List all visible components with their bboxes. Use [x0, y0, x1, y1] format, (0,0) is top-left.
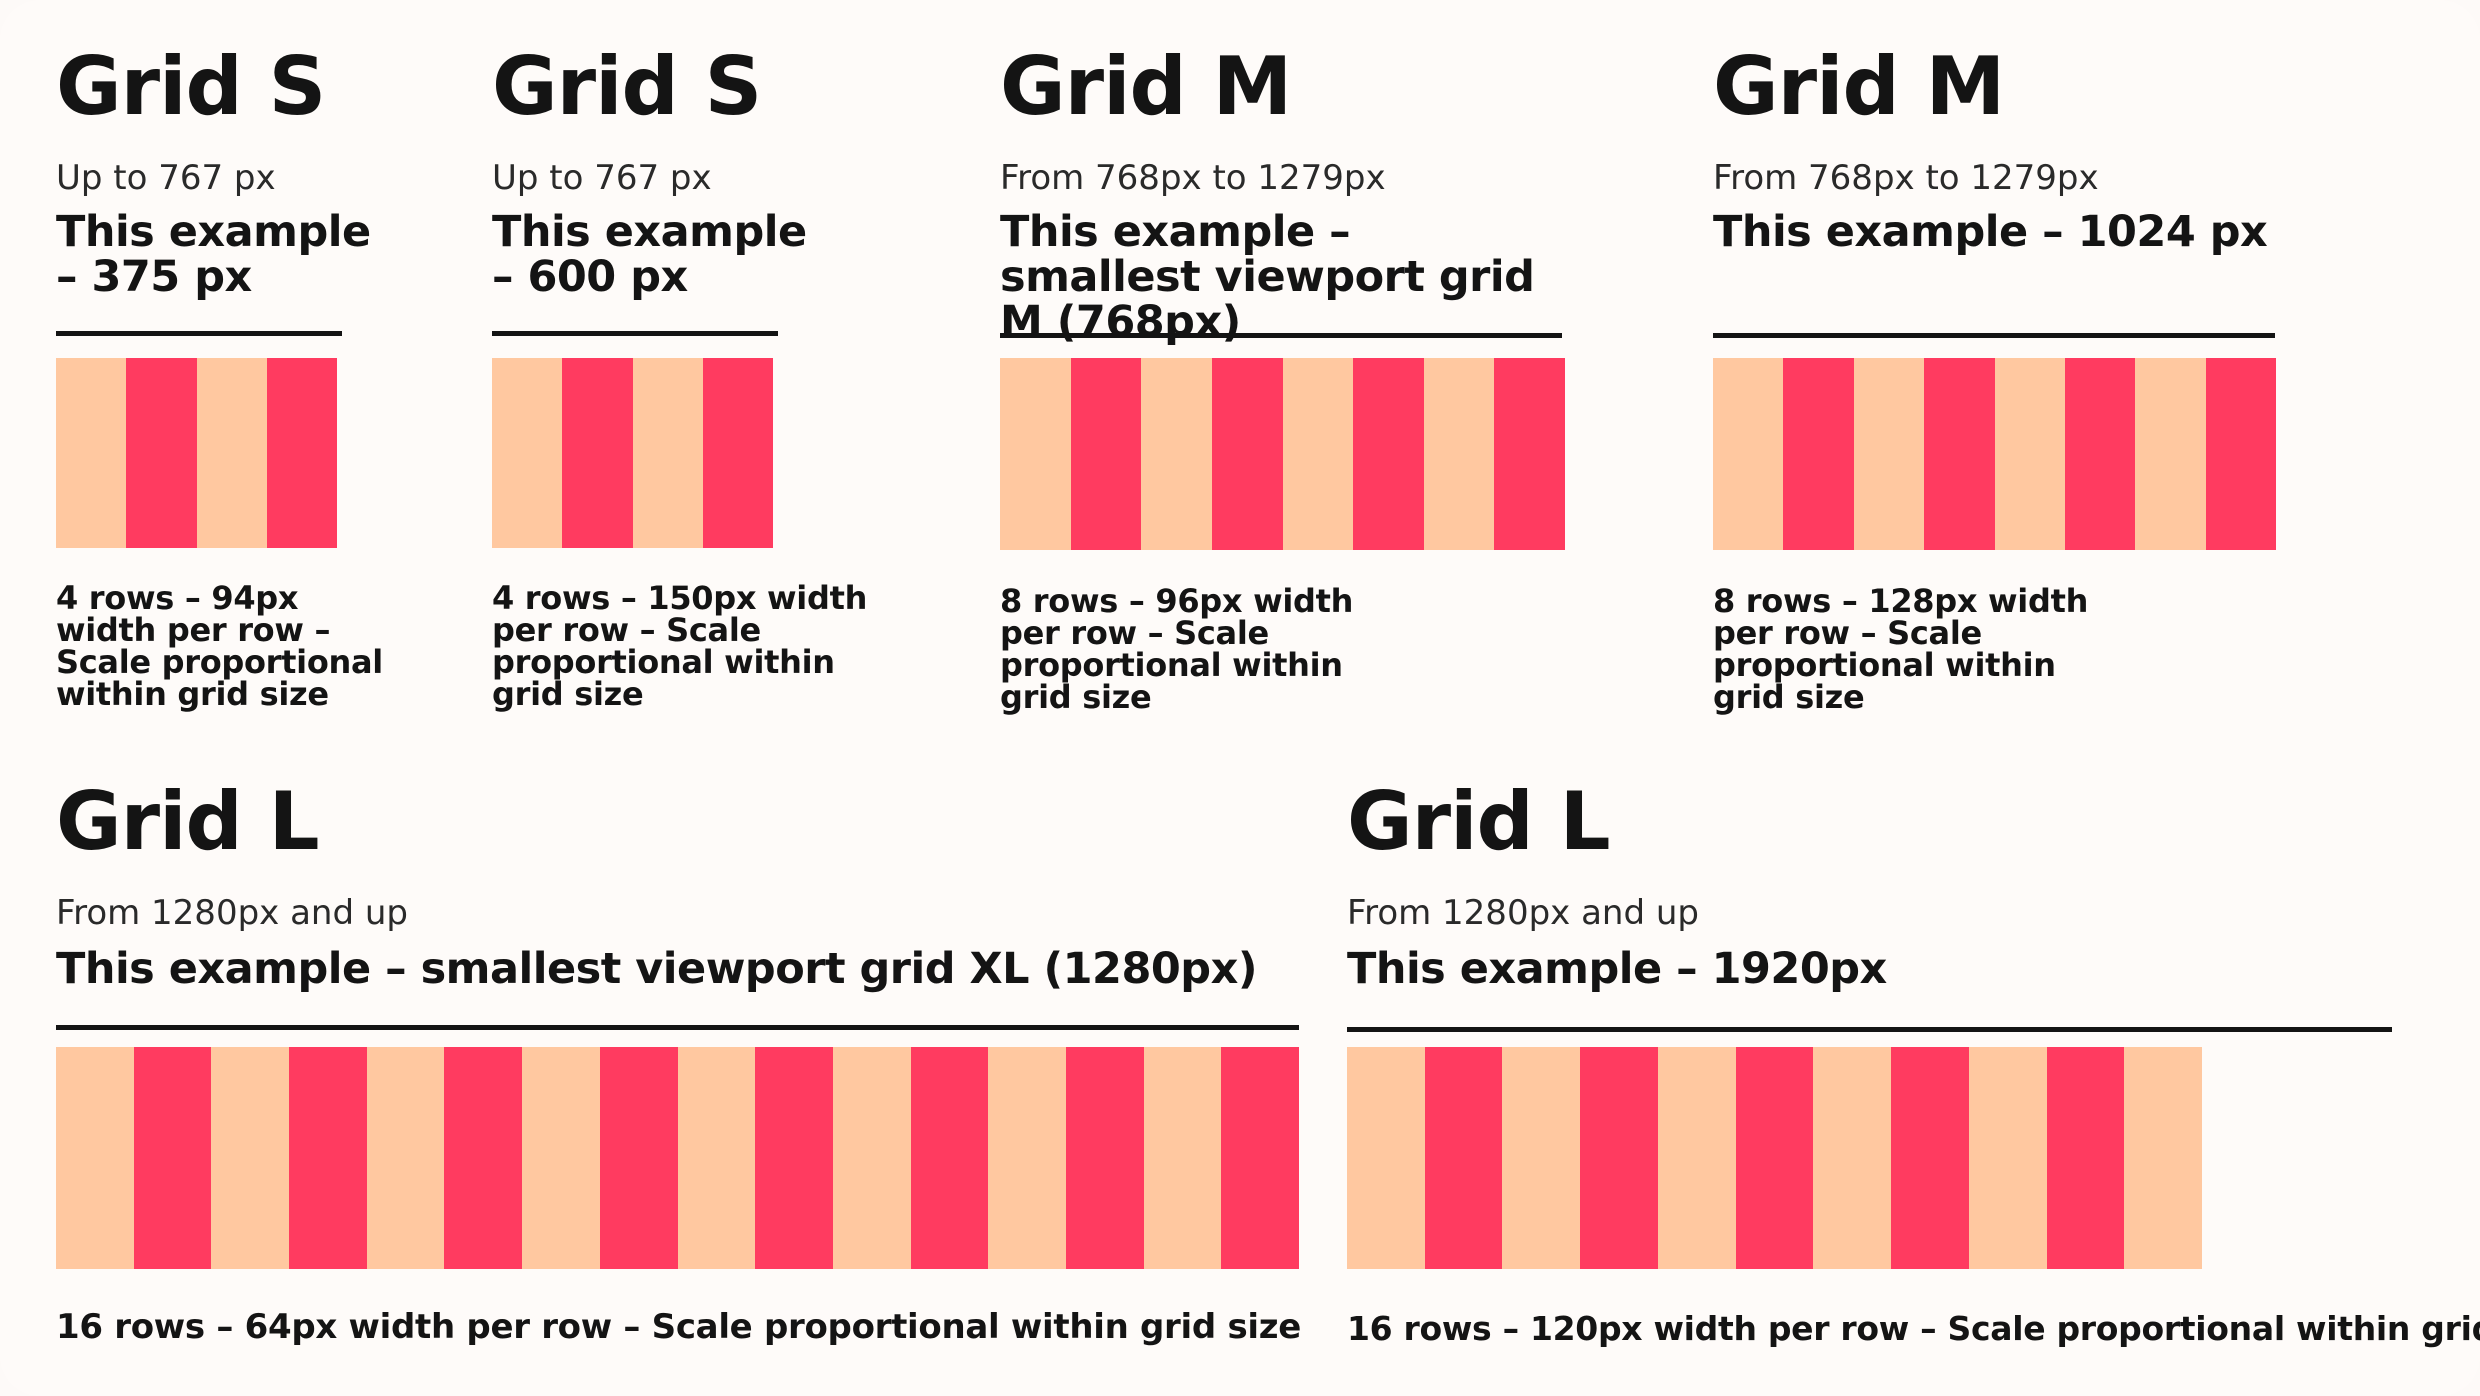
panel-title: Grid L [1347, 775, 1611, 868]
panel-title: Grid L [56, 775, 320, 868]
grid-column-12 [910, 1047, 989, 1269]
panel-rule [1347, 1027, 2392, 1032]
panel-title: Grid M [1713, 40, 2005, 133]
grid-column-15 [1143, 1047, 1222, 1269]
grid-column-10 [755, 1047, 833, 1269]
grid-column-4 [702, 358, 773, 548]
grid-columns [1347, 1047, 2203, 1269]
grid-column-5 [366, 1047, 445, 1269]
grid-column-14 [1065, 1047, 1144, 1269]
panel-rule [56, 1025, 1299, 1030]
grid-column-2 [1070, 358, 1142, 550]
panel-example: This example – 375 px [56, 207, 371, 302]
grid-column-6 [1735, 1047, 1814, 1269]
grid-column-7 [1813, 1047, 1892, 1269]
grid-column-16 [1221, 1047, 1299, 1269]
grid-column-8 [2205, 358, 2276, 550]
panel-range: Up to 767 px [56, 158, 276, 198]
panel-description: 16 rows – 64px width per row – Scale pro… [56, 1307, 1301, 1347]
panel-grid-m-1024: Grid M From 768px to 1279px This example… [1713, 0, 2333, 740]
grid-columns [56, 1047, 1299, 1269]
panel-range: From 1280px and up [56, 893, 408, 933]
grid-columns [1000, 358, 1565, 550]
grid-column-1 [1713, 358, 1784, 550]
panel-description: 8 rows – 96px width per row – Scale prop… [1000, 582, 1354, 716]
grid-column-8 [1891, 1047, 1969, 1269]
grid-column-11 [832, 1047, 911, 1269]
grid-column-3 [211, 1047, 290, 1269]
grid-column-5 [1994, 358, 2065, 550]
panel-title: Grid S [492, 40, 762, 133]
grid-column-5 [1282, 358, 1354, 550]
panel-grid-s-375: Grid S Up to 767 px This example – 375 p… [56, 0, 416, 740]
panel-description: 16 rows – 120px width per row – Scale pr… [1347, 1309, 2480, 1348]
panel-description: 8 rows – 128px width per row – Scale pro… [1713, 582, 2089, 716]
grid-column-8 [599, 1047, 678, 1269]
grid-column-8 [1494, 358, 1565, 550]
grid-column-9 [677, 1047, 756, 1269]
grid-column-13 [988, 1047, 1066, 1269]
grid-column-3 [1141, 358, 1212, 550]
panel-example: This example – smallest viewport grid M … [1000, 207, 1535, 347]
grid-column-1 [56, 1047, 134, 1269]
grid-column-2 [126, 358, 197, 548]
grid-column-7 [522, 1047, 600, 1269]
grid-column-4 [1580, 1047, 1658, 1269]
grid-column-2 [1424, 1047, 1503, 1269]
grid-column-11 [2124, 1047, 2203, 1269]
grid-column-9 [1968, 1047, 2047, 1269]
panel-description: 4 rows – 94px width per row – Scale prop… [56, 579, 383, 713]
panel-grid-s-600: Grid S Up to 767 px This example – 600 p… [492, 0, 892, 740]
grid-columns [56, 358, 337, 548]
grid-column-2 [133, 1047, 212, 1269]
panel-example: This example – 600 px [492, 207, 807, 302]
grid-column-1 [1000, 358, 1071, 550]
grid-column-1 [1347, 1047, 1425, 1269]
panel-example: This example – 1920px [1347, 944, 1887, 994]
grid-column-4 [1211, 358, 1283, 550]
panel-title: Grid S [56, 40, 326, 133]
grid-column-1 [56, 358, 127, 548]
grid-columns [1713, 358, 2276, 550]
grid-column-6 [1353, 358, 1424, 550]
panel-range: From 768px to 1279px [1713, 158, 2099, 198]
grid-column-6 [444, 1047, 523, 1269]
panel-example: This example – smallest viewport grid XL… [56, 944, 1257, 994]
grid-column-3 [196, 358, 267, 548]
panel-rule [1000, 333, 1562, 338]
panel-grid-l-1280: Grid L From 1280px and up This example –… [56, 735, 1316, 1375]
panel-description: 4 rows – 150px width per row – Scale pro… [492, 579, 868, 713]
panel-rule [492, 331, 778, 336]
grid-column-3 [1502, 1047, 1581, 1269]
grid-column-4 [266, 358, 337, 548]
grid-column-10 [2046, 1047, 2125, 1269]
grid-column-4 [289, 1047, 367, 1269]
grid-column-1 [492, 358, 563, 548]
panel-grid-m-768: Grid M From 768px to 1279px This example… [1000, 0, 1600, 740]
grid-column-3 [632, 358, 703, 548]
grid-column-2 [1783, 358, 1854, 550]
panel-example: This example – 1024 px [1713, 207, 2268, 257]
panel-range: From 1280px and up [1347, 893, 1699, 933]
grid-column-6 [2064, 358, 2136, 550]
panel-title: Grid M [1000, 40, 1292, 133]
panel-rule [1713, 333, 2275, 338]
grid-column-7 [1423, 358, 1495, 550]
grid-columns [492, 358, 773, 548]
panel-range: Up to 767 px [492, 158, 712, 198]
grid-column-3 [1853, 358, 1925, 550]
panel-rule [56, 331, 342, 336]
grid-column-4 [1924, 358, 1995, 550]
grid-column-5 [1657, 1047, 1736, 1269]
grid-column-2 [562, 358, 633, 548]
grid-column-7 [2135, 358, 2206, 550]
panel-grid-l-1920: Grid L From 1280px and up This example –… [1347, 735, 2480, 1375]
panel-range: From 768px to 1279px [1000, 158, 1386, 198]
